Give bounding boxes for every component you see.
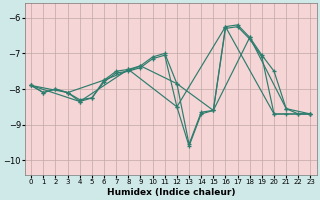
X-axis label: Humidex (Indice chaleur): Humidex (Indice chaleur): [107, 188, 235, 197]
